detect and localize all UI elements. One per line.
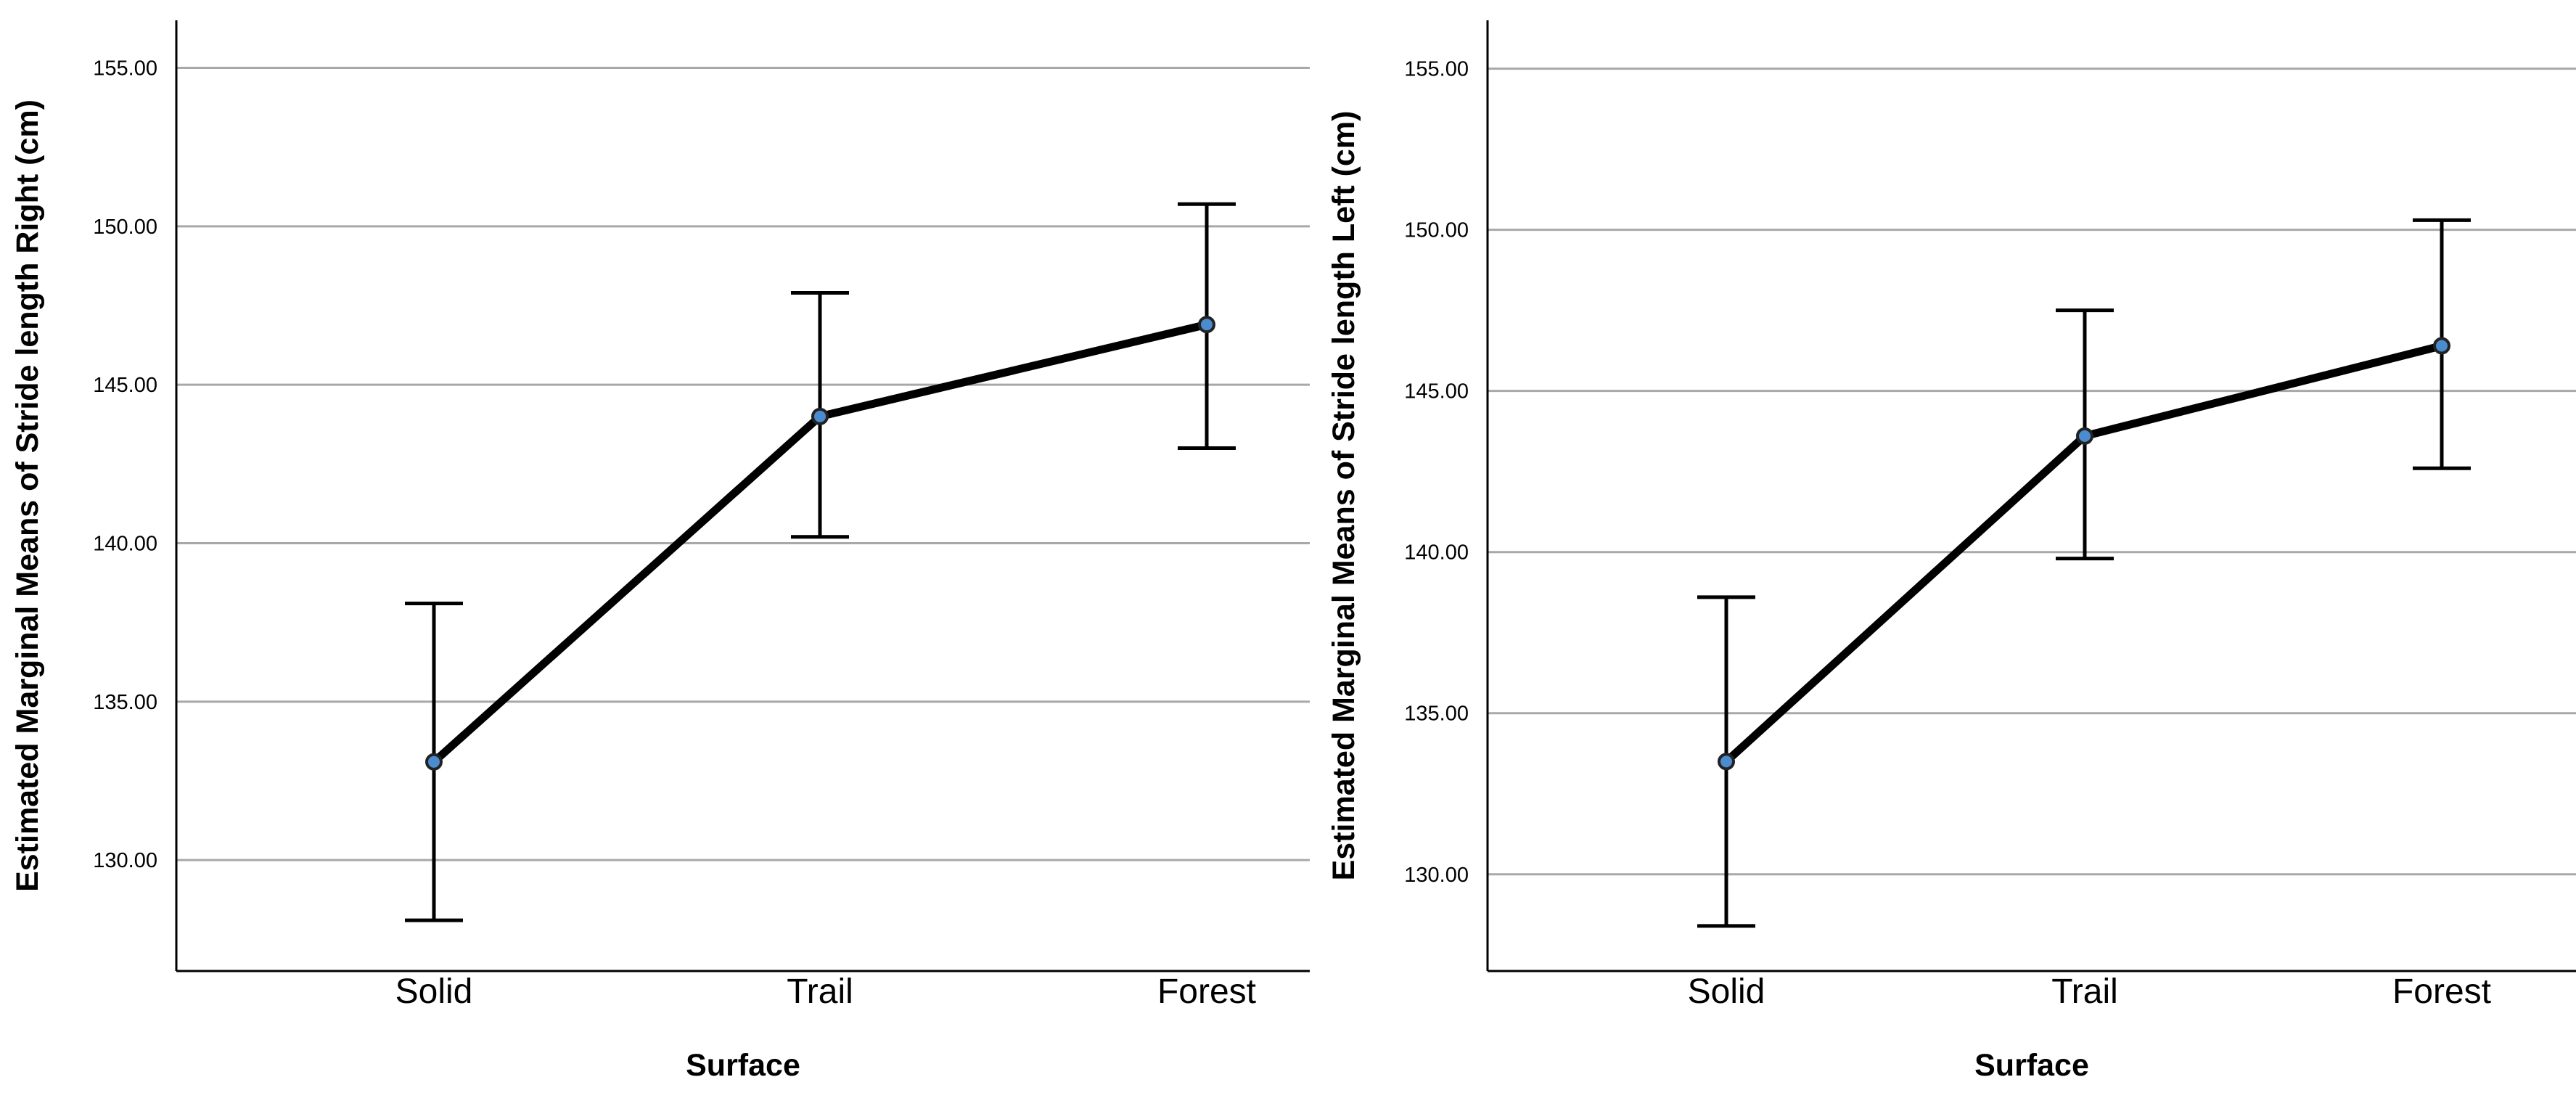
chart-stride-right: 130.00 135.00 140.00 145.00 150.00 155.00 Soli… <box>10 20 1310 1083</box>
y-tick-label: 130.00 <box>1404 864 1469 887</box>
y-tick-label: 140.00 <box>1404 541 1469 565</box>
data-point <box>1718 753 1735 771</box>
data-point <box>2076 427 2093 445</box>
x-tick-label: Trail <box>787 972 853 1011</box>
x-axis-title: Surface <box>1974 1048 2089 1083</box>
x-tick-label: Solid <box>1688 972 1765 1011</box>
data-point <box>2433 337 2450 355</box>
y-tick-label: 135.00 <box>93 691 157 714</box>
chart-stride-left: 130.00 135.00 140.00 145.00 150.00 155.00 Soli… <box>1326 20 2576 1083</box>
y-tick-label: 135.00 <box>1404 702 1469 726</box>
y-axis-title: Estimated Marginal Means of Stride lengt… <box>1326 111 1361 881</box>
y-tick-label: 155.00 <box>93 57 157 81</box>
x-tick-label: Solid <box>395 972 473 1011</box>
y-tick-label: 140.00 <box>93 533 157 556</box>
data-point <box>425 753 443 771</box>
x-axis-title: Surface <box>686 1048 800 1083</box>
y-tick-label: 150.00 <box>93 216 157 239</box>
y-tick-label: 155.00 <box>1404 58 1469 81</box>
data-point <box>1198 316 1215 334</box>
x-tick-label: Forest <box>2392 972 2491 1011</box>
y-tick-label: 145.00 <box>1404 380 1469 404</box>
y-axis-title: Estimated Marginal Means of Stride lengt… <box>10 99 45 892</box>
data-point <box>811 407 829 425</box>
y-tick-label: 145.00 <box>93 374 157 397</box>
y-tick-label: 130.00 <box>93 849 157 872</box>
x-tick-label: Trail <box>2051 972 2118 1011</box>
x-tick-label: Forest <box>1157 972 1256 1011</box>
y-tick-label: 150.00 <box>1404 219 1469 242</box>
